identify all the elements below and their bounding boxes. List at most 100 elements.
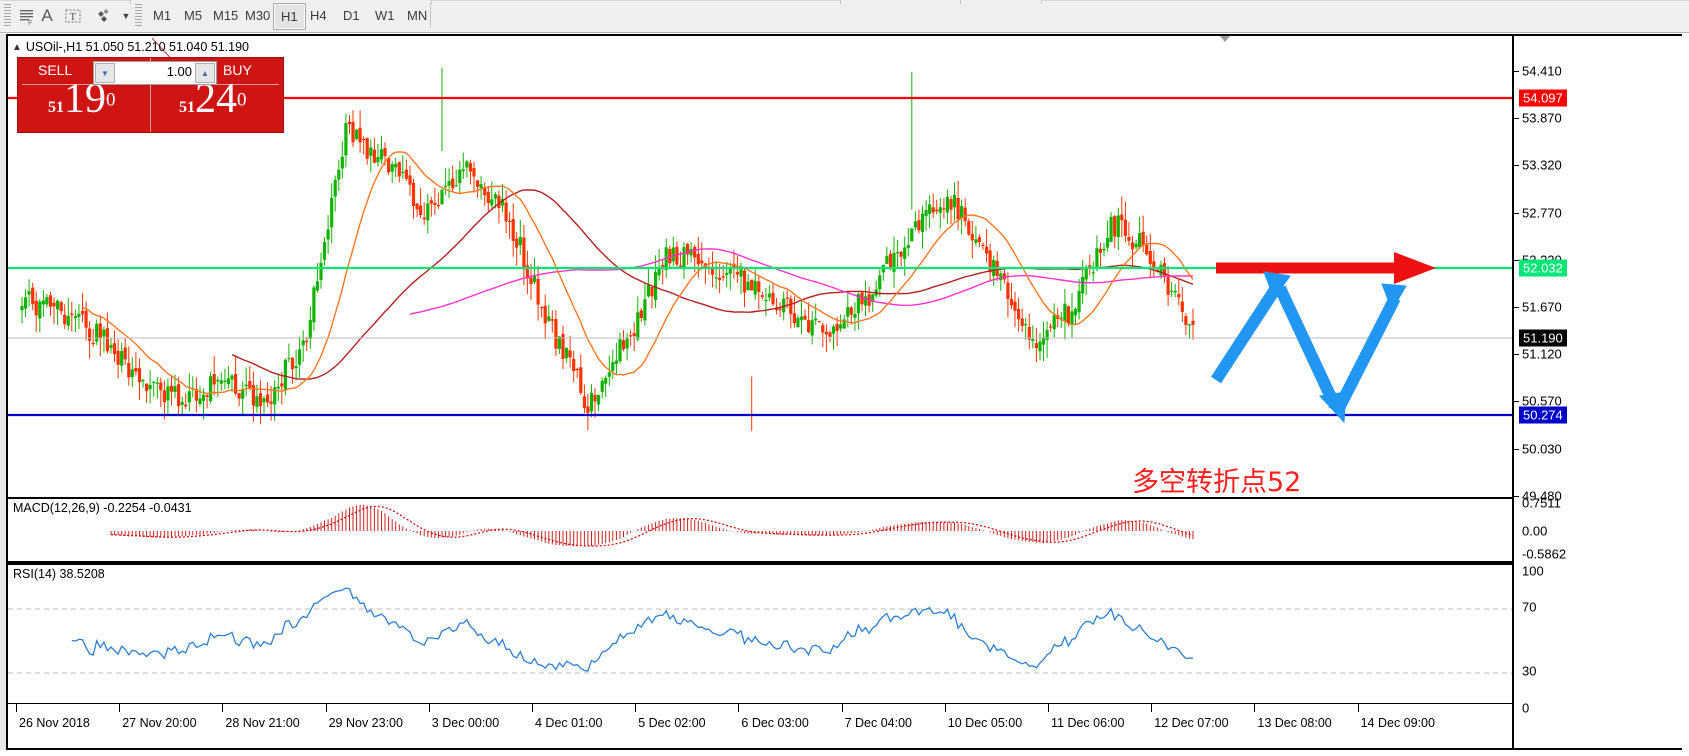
sell-divider [22,84,146,85]
buy-price-sup: 0 [237,89,247,111]
time-axis-label: 26 Nov 2018 [19,716,90,730]
time-axis-label: 7 Dec 04:00 [844,716,913,730]
chart-top-marker-icon [1220,36,1230,42]
text-label-icon[interactable]: A [41,6,53,25]
toolbar-group-stub-3 [960,0,1042,4]
volume-down-icon[interactable]: ▼ [95,63,115,83]
time-axis-label: 4 Dec 01:00 [535,716,603,730]
buy-price-prefix: 51 [179,99,195,116]
toolbar-drag-handle-2[interactable] [135,4,142,28]
timeframe-h4[interactable]: H4 [310,8,327,23]
price-axis-label: 49.480 [1522,488,1562,504]
price-axis-tick [1514,448,1519,450]
volume-up-icon[interactable]: ▲ [195,63,215,83]
time-axis: 26 Nov 2018 27 Nov 20:00 28 Nov 21:00 29 No… [8,703,1512,749]
timeframe-h1[interactable]: H1 [273,3,306,30]
sell-price-big: 19 [64,76,106,122]
price-axis-label: 52.770 [1522,205,1562,221]
timeframe-d1[interactable]: D1 [343,8,360,23]
macd-pane[interactable]: MACD(12,26,9) -0.2254 -0.0431 [8,497,1512,563]
main-toolbar: F A T ▼ M1 M5 M15 M30 H1 H4 D1 W1 MN [0,0,1689,33]
buy-label: BUY [223,62,252,78]
price-pane[interactable]: ▲ USOil-,H1 51.050 51.210 51.040 51.190 [8,36,1512,498]
timeframe-mn[interactable]: MN [407,8,428,23]
price-axis-label: 51.670 [1522,299,1562,315]
time-axis-tick [841,704,843,712]
rsi-canvas [8,587,1512,674]
rsi-axis-label: 70 [1522,599,1537,615]
collapse-icon[interactable]: ▲ [12,41,22,53]
indicators-icon[interactable]: F [14,3,40,29]
price-axis-tick [1514,307,1519,308]
time-axis-label: 6 Dec 03:00 [741,716,809,730]
chart-window[interactable]: ▲ USOil-,H1 51.050 51.210 51.040 51.190 [6,34,1682,750]
time-axis-tick [1048,704,1049,712]
dropdown-arrow-icon[interactable]: ▼ [121,11,131,21]
toolbar-separator [430,3,431,28]
price-axis-label: 50.570 [1522,393,1562,409]
time-axis-tick [16,704,17,712]
rsi-pane[interactable]: RSI(14) 38.5208 [8,563,1512,705]
price-axis-tick [1514,495,1519,497]
time-axis-label: 14 Dec 09:00 [1360,716,1435,730]
buy-button[interactable]: BUY 51240 [151,58,283,132]
volume-stepper[interactable]: ▼ 1.00 ▲ [93,61,217,85]
buy-price: 51240 [179,78,247,120]
price-axis-badge: 50.274 [1519,406,1567,424]
shapes-icon[interactable] [92,3,118,29]
one-click-trade-panel[interactable]: SELL 51190 BUY 51240 ▼ 1.00 ▲ [18,58,283,132]
sell-price-sup: 0 [106,89,116,111]
price-axis-tick [1514,165,1519,167]
macd-axis-label: 0.7511 [1522,495,1561,511]
time-axis-tick [428,704,430,712]
timeframe-m1[interactable]: M1 [153,8,172,23]
timeframe-m30[interactable]: M30 [245,8,271,23]
rsi-axis-label: 0 [1522,700,1530,716]
timeframe-m15[interactable]: M15 [213,8,239,23]
price-axis-tick [1514,118,1519,120]
red-projection-arrow [1216,252,1436,284]
chart-title: USOil-,H1 51.050 51.210 51.040 51.190 [25,40,249,54]
toolbar-drag-handle-1[interactable] [4,4,11,28]
time-axis-label: 27 Nov 20:00 [122,716,197,730]
time-axis-tick [1254,704,1256,712]
price-axis-label: 53.320 [1522,157,1562,173]
price-axis-tick [1514,354,1519,356]
time-axis-label: 10 Dec 05:00 [947,716,1023,730]
toolbar-group-stub-2 [840,0,962,4]
chinese-annotation: 多空转折点52 [1132,467,1302,498]
macd-axis-label: 0.00 [1522,523,1548,539]
time-axis-label: 3 Dec 00:00 [431,716,500,730]
time-axis-tick [635,704,637,712]
time-axis-label: 13 Dec 08:00 [1257,716,1332,730]
macd-canvas [110,505,1194,547]
time-axis-label: 28 Nov 21:00 [225,716,300,730]
time-axis-label: 5 Dec 02:00 [638,716,706,730]
price-axis-badge: 52.032 [1519,259,1567,277]
price-axis-label: 53.870 [1522,110,1562,126]
trade-panel-divider [150,58,151,132]
time-axis-tick [222,704,224,712]
text-box-icon[interactable]: T [60,3,86,29]
price-axis-label: 50.030 [1522,441,1562,457]
price-axis-badge: 54.097 [1519,89,1567,107]
time-axis-label: 12 Dec 07:00 [1154,716,1229,730]
sell-price: 51190 [48,78,116,120]
sell-button[interactable]: SELL 51190 [18,58,150,132]
price-axis[interactable]: 54.41053.87053.32052.77052.22051.67051.1… [1512,36,1682,748]
time-axis-tick [1151,704,1153,712]
rsi-axis-label: 30 [1522,663,1537,679]
timeframe-w1[interactable]: W1 [375,8,395,23]
price-axis-tick [1514,259,1519,261]
rsi-label: RSI(14) 38.5208 [13,567,105,581]
time-axis-label: 11 Dec 06:00 [1051,716,1125,730]
timeframe-m5[interactable]: M5 [184,8,203,23]
volume-value[interactable]: 1.00 [166,64,192,79]
time-axis-label: 29 Nov 23:00 [328,716,403,730]
macd-axis-label: -0.5862 [1522,546,1567,562]
time-axis-tick [532,704,533,712]
price-axis-tick [1514,212,1519,214]
time-axis-tick [738,704,740,712]
time-axis-tick [1357,704,1359,712]
rsi-axis-label: 100 [1522,563,1544,579]
